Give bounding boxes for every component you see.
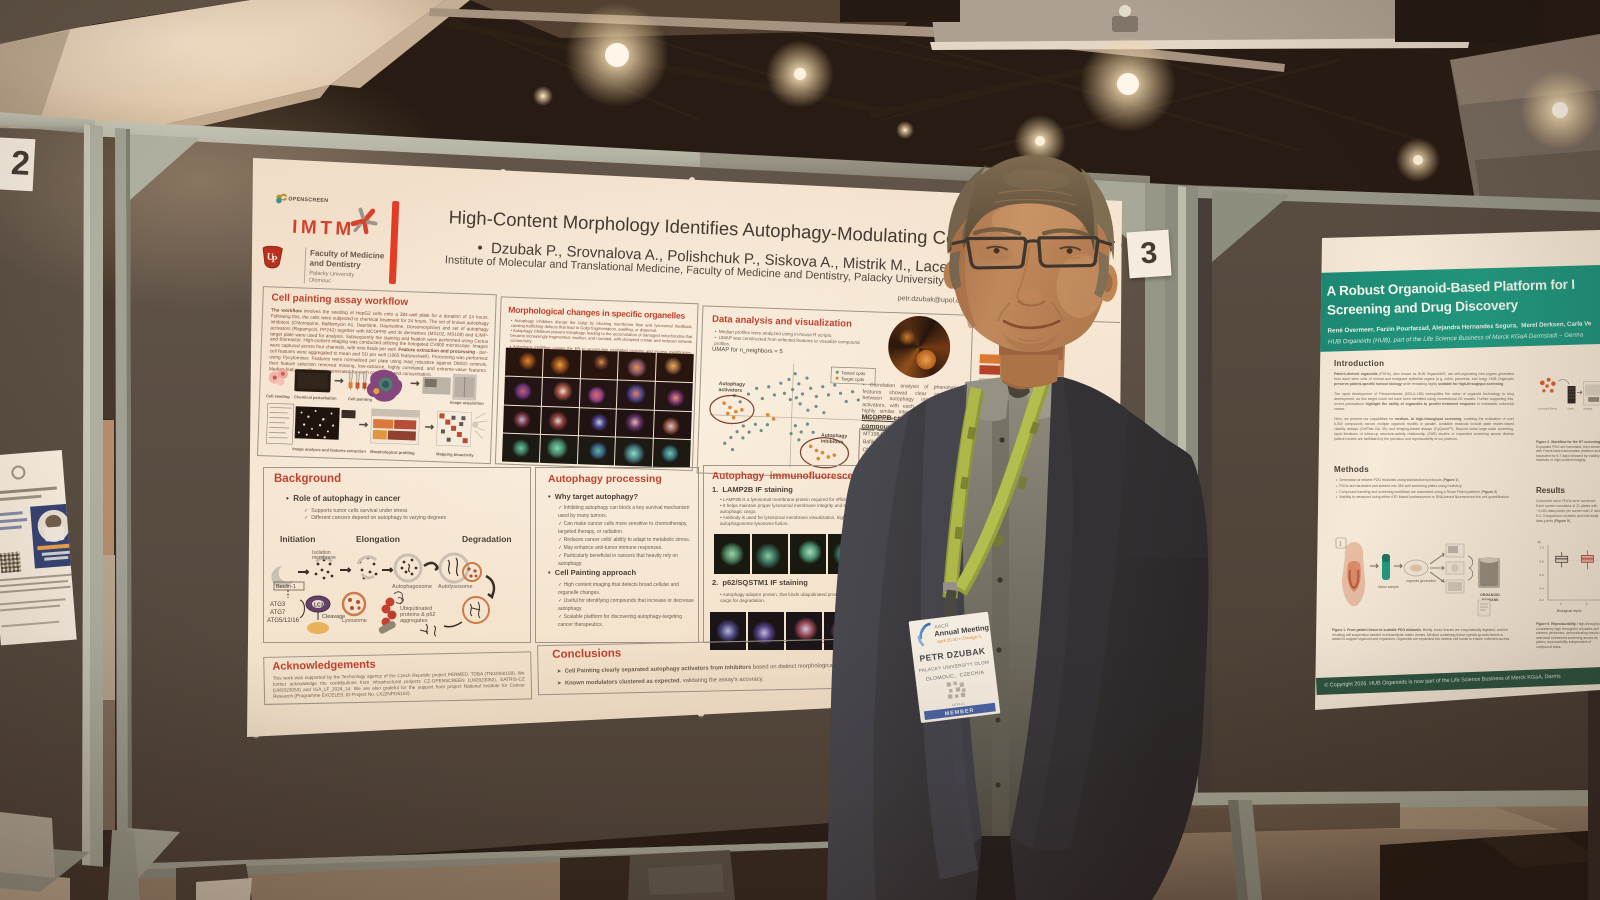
svg-text:ATG3: ATG3 [270,602,286,608]
svg-text:activators: activators [718,387,742,394]
svg-text:Biological replic: Biological replic [1557,609,1582,613]
svg-text:Autophagy: Autophagy [821,433,848,440]
svg-text:MON-01: MON-01 [952,702,965,708]
svg-text:ATG5/12/16: ATG5/12/16 [267,618,300,624]
svg-text:Tested cpds: Tested cpds [841,370,866,376]
svg-text:MEMBER: MEMBER [945,708,975,718]
svg-text:1.0: 1.0 [1539,546,1544,550]
svg-text:organoid generation: organoid generation [1406,579,1436,583]
svg-text:Image acquisition: Image acquisition [450,400,484,406]
svg-text:0.4: 0.4 [1539,587,1544,591]
svg-text:OPENSCREEN: OPENSCREEN [288,196,328,204]
svg-text:tissue sample: tissue sample [1378,585,1399,589]
svg-text:imaging: imaging [1583,408,1592,411]
svg-text:Beclin-1: Beclin-1 [276,584,296,590]
svg-text:inhibitors: inhibitors [821,439,844,446]
svg-text:Cell painting: Cell painting [348,396,373,402]
svg-text:ATG7: ATG7 [270,610,286,616]
svg-text:plates: plates [1568,408,1575,411]
svg-text:0.2: 0.2 [1539,598,1544,602]
svg-text:aggregates: aggregates [400,618,428,624]
svg-text:Autophagy: Autophagy [719,381,746,388]
svg-text:ORGANOID: ORGANOID [1480,593,1500,597]
svg-text:Ubiquitinated: Ubiquitinated [400,606,432,612]
svg-text:Lysosome: Lysosome [342,618,367,624]
svg-text:0.8: 0.8 [1539,559,1544,563]
svg-text:Cleavage: Cleavage [322,614,345,620]
svg-text:Cell seeding: Cell seeding [266,393,290,399]
svg-text:April 25-30 • Chicago IL: April 25-30 • Chicago IL [937,634,983,645]
svg-text:Autolysosome: Autolysosome [438,584,473,590]
svg-text:AACR: AACR [934,623,949,631]
svg-text:2: 2 [1586,602,1588,606]
svg-text:P: P [271,254,277,265]
svg-text:LC3: LC3 [314,603,324,609]
svg-text:Target cpds: Target cpds [841,376,865,382]
svg-text:0.6: 0.6 [1539,573,1544,577]
svg-text:Isolation: Isolation [312,550,331,556]
svg-text:compound library: compound library [1538,408,1558,411]
svg-text:1: 1 [1560,602,1562,606]
svg-text:BIOBANK: BIOBANK [1482,598,1499,602]
svg-text:1: 1 [1339,542,1342,548]
svg-text:Autophagosome: Autophagosome [392,584,432,590]
svg-text:proteins & p62: proteins & p62 [400,612,435,618]
svg-text:membrane: membrane [312,555,336,561]
svg-text:Morphological profiling: Morphological profiling [370,449,415,456]
svg-text:A: A [1538,539,1541,544]
svg-text:U: U [266,251,273,262]
svg-text:Chemical perturbation: Chemical perturbation [294,394,337,400]
svg-text:Image analysis and features ex: Image analysis and features extraction [292,446,366,454]
svg-text:Mapping bioactivity: Mapping bioactivity [436,451,474,457]
